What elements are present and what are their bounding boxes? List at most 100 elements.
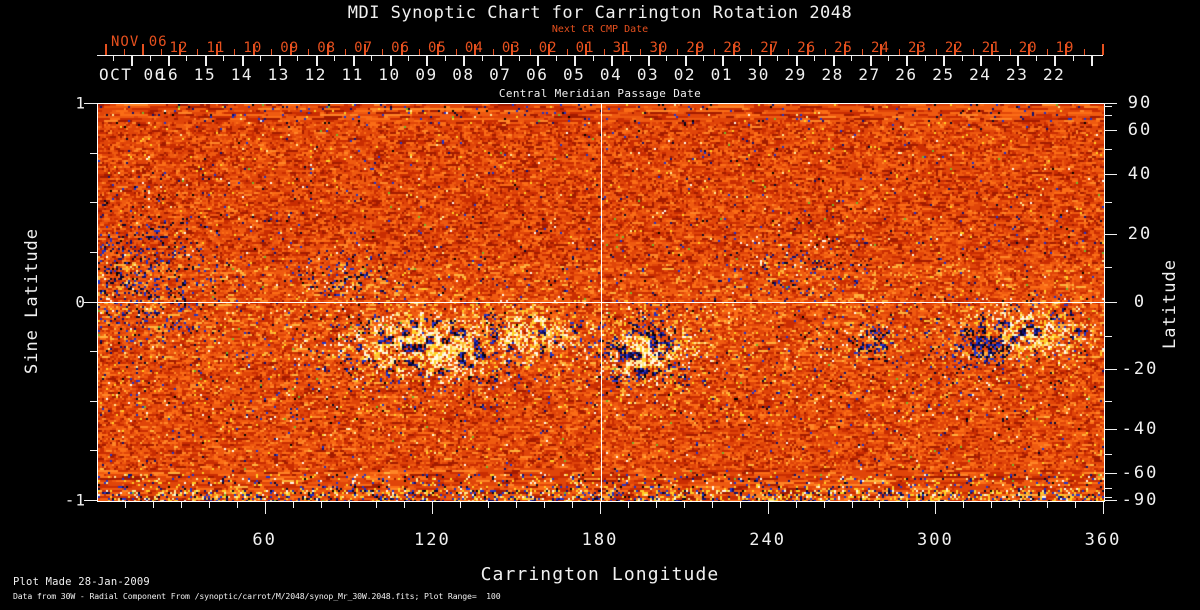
next-cr-date-tick [1083, 49, 1085, 55]
latitude-major-tick [1104, 233, 1117, 235]
cmp-date-tick [426, 56, 429, 66]
latitude-major-tick [1104, 129, 1117, 131]
next-cr-date-tick [751, 49, 753, 55]
cmp-date-label: 27 [858, 65, 881, 84]
longitude-tick [879, 502, 881, 508]
longitude-tick [152, 502, 154, 508]
cmp-date-tick [371, 56, 373, 61]
cmp-date-tick [998, 56, 1000, 61]
cmp-date-label: 05 [563, 65, 586, 84]
next-cr-date-tick [1009, 49, 1011, 55]
cmp-date-label: 28 [821, 65, 844, 84]
longitude-tick [1019, 502, 1021, 508]
next-cr-month-label: NOV 06 [111, 34, 168, 50]
next-cr-date-label: 26 [797, 40, 817, 56]
cmp-date-label: 14 [230, 65, 253, 84]
longitude-tick [348, 502, 350, 508]
cmp-date-tick [186, 56, 188, 61]
cmp-date-tick [961, 56, 963, 61]
cmp-date-tick [315, 56, 318, 66]
cmp-date-tick [131, 56, 134, 66]
next-cr-date-tick [806, 44, 809, 55]
cmp-date-tick [1054, 56, 1057, 66]
cmp-date-tick [352, 56, 355, 66]
next-cr-date-tick [142, 44, 145, 55]
cmp-date-tick [611, 56, 614, 66]
next-cr-date-tick [271, 49, 273, 55]
cmp-date-tick [204, 56, 207, 66]
latitude-minor-tick [1104, 488, 1112, 490]
longitude-tick [739, 502, 741, 508]
longitude-tick [516, 502, 518, 508]
cmp-date-tick [297, 56, 299, 61]
cmp-date-tick [574, 56, 577, 66]
longitude-tick [1047, 502, 1049, 508]
next-cr-date-label: 21 [981, 40, 1001, 56]
cmp-date-tick [1072, 56, 1074, 61]
cmp-date-tick [943, 56, 946, 66]
sine-latitude-minor-tick [90, 450, 97, 452]
longitude-tick [991, 502, 993, 508]
next-cr-date-tick [788, 49, 790, 55]
plot-made-note: Plot Made 28-Jan-2009 [13, 576, 150, 588]
cmp-date-label: 22 [1042, 65, 1066, 84]
latitude-minor-tick [1104, 114, 1112, 116]
next-cr-date-tick [954, 44, 957, 55]
next-cr-date-tick [308, 49, 310, 55]
latitude-tick-label: -60 [1121, 463, 1159, 484]
latitude-minor-tick [1104, 496, 1112, 498]
next-cr-date-label: 28 [723, 40, 743, 56]
next-cr-date-tick [714, 49, 716, 55]
next-cr-date-label: 27 [760, 40, 780, 56]
next-cr-date-tick [234, 49, 236, 55]
latitude-tick-label: -40 [1121, 419, 1159, 440]
cmp-date-tick [924, 56, 926, 61]
next-cr-date-label: 02 [538, 40, 558, 56]
next-cr-date-tick [363, 44, 366, 55]
cmp-date-tick [721, 56, 724, 66]
cmp-date-label: 10 [378, 65, 401, 84]
next-cr-date-tick [345, 49, 347, 55]
sine-latitude-major-tick [84, 500, 97, 501]
latitude-tick-label: 60 [1127, 119, 1153, 140]
longitude-tick [1103, 502, 1104, 514]
next-cr-date-tick [677, 49, 679, 55]
cmp-date-tick [777, 56, 779, 61]
next-cr-date-tick [603, 49, 605, 55]
cmp-date-label: 25 [932, 65, 955, 84]
latitude-major-tick [1104, 369, 1117, 371]
latitude-tick-label: 40 [1127, 163, 1153, 184]
longitude-tick [600, 502, 601, 514]
next-cr-date-tick [1101, 44, 1104, 55]
cmp-date-label: 06 [526, 65, 549, 84]
cmp-date-label: 09 [415, 65, 438, 84]
cmp-date-tick [906, 56, 909, 66]
next-cr-date-label: 07 [354, 40, 374, 56]
longitude-tick [376, 502, 378, 508]
next-cr-date-tick [252, 44, 255, 55]
cmp-date-label: 02 [673, 65, 697, 84]
longitude-tick-label: 240 [749, 530, 787, 550]
next-cr-date-tick [917, 44, 920, 55]
latitude-tick-label: -90 [1121, 490, 1159, 510]
meridian-180-gridline [601, 104, 602, 501]
next-cr-date-tick [622, 44, 625, 55]
sine-latitude-axis-title: Sine Latitude [22, 227, 42, 375]
latitude-tick-label: 90 [1127, 93, 1153, 113]
next-cr-date-tick [585, 44, 588, 55]
next-cr-date-label: 08 [317, 40, 337, 56]
longitude-tick [935, 502, 937, 514]
sine-latitude-minor-tick [90, 251, 97, 253]
next-cr-date-tick [437, 44, 440, 55]
sine-latitude-tick-label: 0 [75, 292, 86, 311]
next-cr-date-label: 12 [169, 40, 189, 56]
next-cr-date-tick [843, 44, 846, 55]
longitude-tick-label: 120 [413, 530, 451, 550]
cmp-date-label: 29 [784, 65, 807, 84]
cmp-date-tick [758, 56, 761, 66]
next-cr-date-label: 05 [427, 40, 447, 56]
sine-latitude-minor-tick [90, 202, 97, 204]
cmp-date-tick [537, 56, 540, 66]
cmp-date-tick [795, 56, 798, 66]
cmp-date-tick [592, 56, 594, 61]
